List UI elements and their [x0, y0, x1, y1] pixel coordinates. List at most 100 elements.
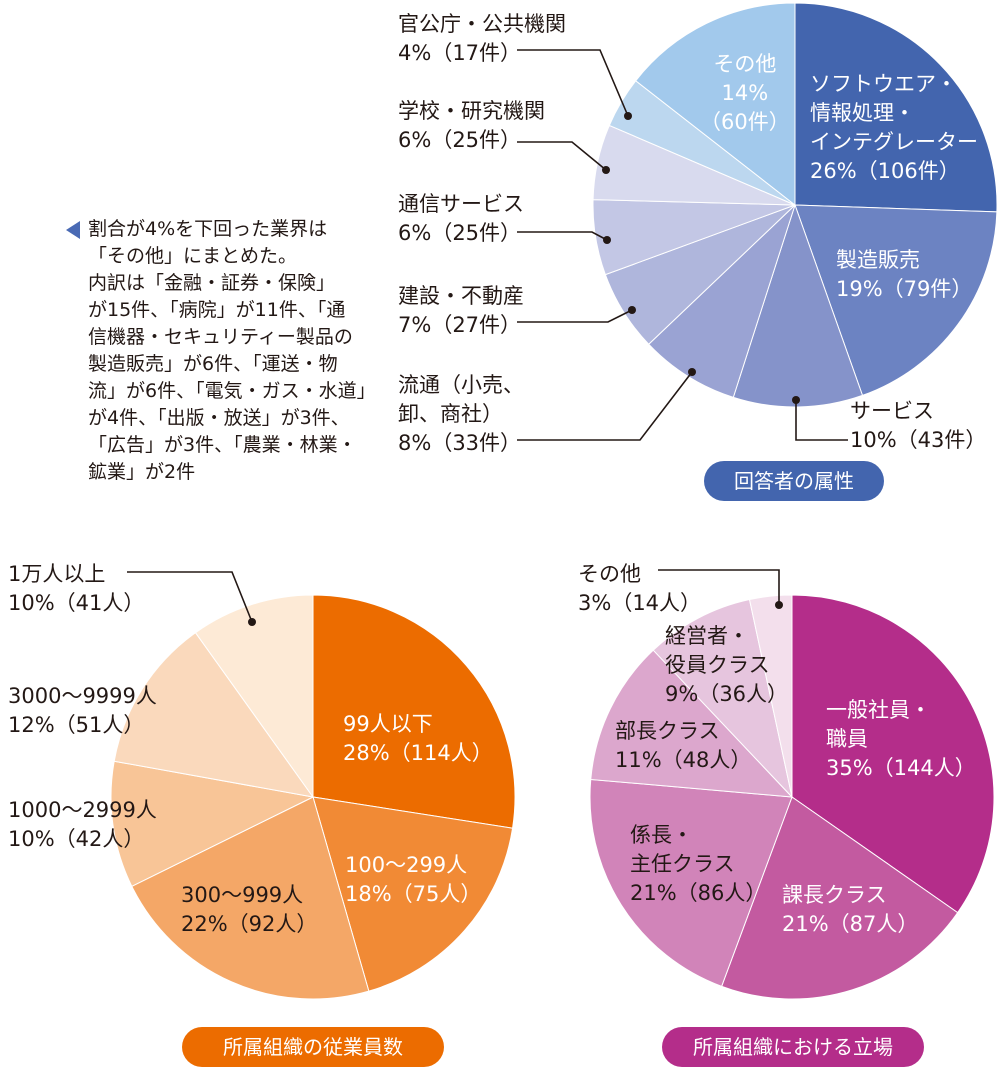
slice-label-line: 情報処理・	[810, 101, 915, 125]
pie-slice	[794, 2, 998, 213]
note-line: 流」が6件、「電気・ガス・水道」	[88, 380, 376, 402]
slice-label: 3000～9999人 12%（51人）	[8, 682, 157, 740]
slice-label-line: 10%（42人）	[8, 827, 145, 851]
slice-label: サービス 10%（43件）	[850, 397, 986, 455]
slice-label: 99人以下 28%（114人）	[343, 710, 493, 768]
slice-label-line: その他	[578, 562, 641, 586]
chart-title-badge-employees: 所属組織の従業員数	[182, 1027, 444, 1067]
slice-label: その他 3%（14人）	[578, 560, 701, 618]
slice-label-line: 流通（小売、	[398, 373, 524, 397]
slice-label-line: 一般社員・	[826, 698, 931, 722]
slice-label-line: 8%（33件）	[398, 431, 522, 455]
slice-label-line: 22%（92人）	[181, 912, 318, 936]
slice-label-line: 21%（87人）	[782, 912, 919, 936]
slice-label-line: 14%	[721, 81, 769, 105]
slice-label-line: 4%（17件）	[398, 41, 522, 65]
leader-line	[658, 569, 780, 605]
note-line: が4件、「出版・放送」が3件、	[88, 407, 350, 429]
slice-label-line: 3%（14人）	[578, 591, 702, 615]
slice-label-line: サービス	[850, 399, 934, 423]
slice-label-line: 課長クラス	[782, 883, 887, 907]
slice-label-line: 7%（27件）	[398, 313, 522, 337]
leader-dot	[628, 306, 636, 314]
chart-title-badge-attributes: 回答者の属性	[704, 461, 884, 501]
leader-dot	[602, 166, 610, 174]
pie-slice	[652, 598, 793, 799]
slice-label: 300～999人 22%（92人）	[181, 881, 317, 939]
industry-note: 割合が4%を下回った業界は 「その他」にまとめた。 内訳は「金融・証券・保険」 …	[88, 216, 376, 486]
chart-title-badge-position: 所属組織における立場	[662, 1027, 924, 1067]
note-line: 鉱業」が2件	[88, 461, 196, 483]
slice-label-line: 26%（106件）	[810, 159, 960, 183]
slice-label-line: 部長クラス	[615, 719, 720, 743]
slice-label-line: 学校・研究機関	[398, 99, 545, 123]
slice-label: 1000～2999人 10%（42人）	[8, 796, 157, 854]
slice-label-line: 主任クラス	[630, 852, 735, 876]
slice-label-line: 10%（41人）	[8, 591, 145, 615]
pie-slice	[312, 796, 514, 992]
slice-label-line: 建設・不動産	[398, 284, 524, 308]
pie-slice	[312, 594, 516, 829]
leader-line	[795, 400, 848, 441]
leader-line	[517, 49, 629, 117]
slice-label-line: （60件）	[700, 110, 790, 134]
leader-line	[517, 231, 608, 241]
pie-slice	[590, 649, 794, 798]
leader-line	[127, 571, 253, 623]
note-line: 割合が4%を下回った業界は	[88, 218, 328, 240]
slice-label-line: 11%（48人）	[615, 748, 752, 772]
pie-slice	[194, 594, 314, 799]
note-line: 「広告」が3件、「農業・林業・	[88, 434, 357, 456]
note-line: 「その他」にまとめた。	[88, 245, 298, 267]
pie-slice	[748, 594, 793, 798]
slice-label-line: 3000～9999人	[8, 684, 157, 708]
leader-dot	[775, 601, 783, 609]
pie-slice	[791, 594, 995, 914]
slice-label-line: 21%（86人）	[630, 881, 767, 905]
slice-label-line: 経営者・	[665, 624, 749, 648]
pie-slice	[794, 204, 998, 397]
pie-slice	[647, 204, 796, 398]
note-arrow-icon	[66, 221, 80, 239]
note-line: が15件、「病院」が11件、「通	[88, 299, 346, 321]
slice-label: ソフトウエア・ 情報処理・ インテグレーター 26%（106件）	[810, 70, 978, 186]
slice-label-line: 職員	[826, 727, 868, 751]
slice-label-line: 99人以下	[343, 712, 433, 736]
slice-label: 流通（小売、 卸、商社） 8%（33件）	[398, 371, 524, 458]
pie-slice	[720, 796, 959, 1000]
slice-label: 部長クラス 11%（48人）	[615, 717, 751, 775]
leader-line	[517, 141, 607, 171]
leader-line	[517, 371, 693, 441]
slice-label-line: 19%（79件）	[836, 277, 973, 301]
slice-label: 官公庁・公共機関 4%（17件）	[398, 10, 566, 68]
leader-dot	[624, 112, 632, 120]
slice-label-line: 係長・	[630, 823, 693, 847]
pie-slice	[110, 760, 315, 887]
slice-label-line: 28%（114人）	[343, 741, 493, 765]
slice-label-line: 卸、商社）	[398, 402, 503, 426]
slice-label-line: 18%（75人）	[345, 882, 482, 906]
pie-slice	[635, 2, 796, 207]
slice-label-line: 100～299人	[345, 853, 468, 877]
slice-label: 経営者・ 役員クラス 9%（36人）	[665, 622, 788, 709]
slice-label-line: その他	[713, 52, 777, 76]
leader-dot	[688, 368, 696, 376]
leader-dot	[603, 236, 611, 244]
slice-label: 課長クラス 21%（87人）	[782, 881, 918, 939]
leader-dot	[248, 618, 256, 626]
pie-slice	[732, 203, 864, 408]
slice-label: 100～299人 18%（75人）	[345, 851, 481, 909]
leader-line	[517, 309, 633, 323]
slice-label: 建設・不動産 7%（27件）	[398, 282, 524, 340]
slice-label: 一般社員・職員 35%（144人）	[826, 696, 976, 783]
note-line: 内訳は「金融・証券・保険」	[88, 272, 336, 294]
slice-label-line: 10%（43件）	[850, 428, 987, 452]
slice-label-line: 6%（25件）	[398, 221, 522, 245]
slice-label-line: インテグレーター	[810, 130, 978, 154]
slice-label-line: 35%（144人）	[826, 756, 976, 780]
slice-label: その他 14% （60件）	[700, 50, 790, 137]
slice-label-line: 通信サービス	[398, 192, 524, 216]
slice-label-line: 12%（51人）	[8, 713, 145, 737]
